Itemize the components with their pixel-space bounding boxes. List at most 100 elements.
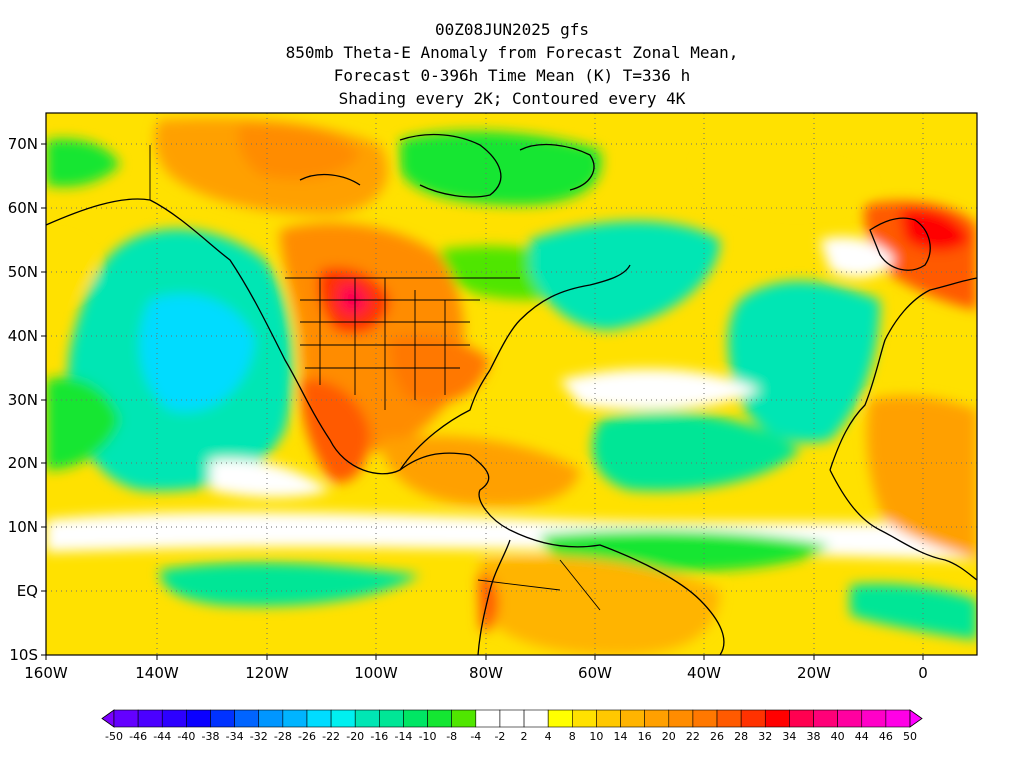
colorbar-label: -32 [250,730,268,743]
lon-tick-label: 0 [918,664,928,682]
colorbar-label: -20 [346,730,364,743]
colorbar-swatch [451,709,477,728]
colorbar-label: -28 [274,730,292,743]
colorbar-label: 46 [879,730,893,743]
colorbar-swatch [161,709,187,728]
colorbar-label: -46 [129,730,147,743]
colorbar-swatch [354,709,380,728]
lat-tick-label: 20N [8,454,38,472]
colorbar-label: 22 [686,730,700,743]
colorbar-label: 28 [734,730,748,743]
colorbar-swatch [692,709,718,728]
colorbar-swatch [789,709,814,728]
chart-title-block: 00Z08JUN2025 gfs 850mb Theta-E Anomaly f… [0,18,1024,110]
colorbar-label: -4 [470,730,481,743]
colorbar-swatch [403,709,428,728]
colorbar-label: 10 [589,730,603,743]
map-frame [45,112,978,656]
colorbar-swatch [258,709,284,728]
lon-axis-labels: 160W 140W 120W 100W 80W 60W 40W 20W 0 [24,664,928,682]
colorbar-label: 44 [855,730,869,743]
colorbar-label: -14 [394,730,412,743]
colorbar-label: 20 [662,730,676,743]
lat-tick-label: 40N [8,327,38,345]
colorbar-swatch [716,709,742,728]
colorbar-label: -26 [298,730,316,743]
colorbar-label: -44 [153,730,171,743]
lon-tick-label: 120W [245,664,289,682]
lat-tick-label: EQ [17,582,38,600]
lat-axis-labels: 70N 60N 50N 40N 30N 20N 10N EQ 10S [8,135,38,664]
colorbar-swatch [740,709,766,728]
lat-tick-label: 10N [8,518,38,536]
lon-tick-label: 100W [354,664,398,682]
colorbar-swatch [523,709,549,728]
colorbar-label: -10 [419,730,437,743]
colorbar-swatch [234,709,260,728]
colorbar-label: 16 [638,730,652,743]
colorbar-label: -34 [226,730,244,743]
colorbar-swatch [764,709,790,728]
coastlines [46,133,977,655]
colorbar-label: 34 [782,730,796,743]
colorbar-label: 2 [521,730,528,743]
colorbar-under-arrow [101,709,115,728]
colorbar-swatch [186,709,211,728]
colorbar-label: 14 [614,730,628,743]
colorbar-label: -40 [177,730,195,743]
colorbar-swatch [620,709,645,728]
colorbar-swatch [813,709,838,728]
colorbar-swatch [837,709,863,728]
colorbar-swatch [427,709,452,728]
lon-tick-label: 140W [135,664,179,682]
political-boundaries [149,145,601,611]
colorbar-swatch [330,709,356,728]
colorbar-swatch [210,709,235,728]
colorbar-swatch [379,709,404,728]
lon-tick-label: 40W [687,664,721,682]
colorbar-over-arrow [909,709,923,728]
title-line-2: 850mb Theta-E Anomaly from Forecast Zona… [285,43,739,62]
colorbar-label: 50 [903,730,917,743]
lat-tick-label: 50N [8,263,38,281]
lat-tick-label: 60N [8,199,38,217]
colorbar-label: -50 [105,730,123,743]
colorbar-swatch [644,709,670,728]
colorbar-swatch [572,709,597,728]
title-line-1: 00Z08JUN2025 gfs [434,20,590,39]
colorbar-label: 40 [831,730,845,743]
colorbar-swatch [137,709,163,728]
lon-tick-label: 60W [578,664,612,682]
colorbar-swatch [306,709,332,728]
colorbar: -50 -46 -44 -40 -38 -34 -32 -28 -26 -22 -20 -16 -14-… [101,709,923,743]
colorbar-label: -2 [494,730,505,743]
title-line-3: Forecast 0-396h Time Mean (K) T=336 h [333,66,691,85]
title-line-4: Shading every 2K; Contoured every 4K [338,89,686,108]
colorbar-swatch [113,709,139,728]
colorbar-swatch [499,709,525,728]
colorbar-swatch [861,709,887,728]
colorbar-swatch [596,709,621,728]
colorbar-swatch [475,709,501,728]
colorbar-label: 38 [807,730,821,743]
colorbar-label: 8 [569,730,576,743]
lon-tick-label: 80W [469,664,503,682]
anomaly-shading [46,113,977,655]
colorbar-label: -16 [370,730,388,743]
lon-tick-label: 160W [24,664,68,682]
colorbar-label: -38 [202,730,220,743]
lat-tick-label: 10S [9,646,38,664]
colorbar-swatch [282,709,308,728]
colorbar-label: 32 [758,730,772,743]
lat-tick-label: 30N [8,391,38,409]
lon-tick-label: 20W [797,664,831,682]
colorbar-label: 4 [545,730,552,743]
colorbar-label: -8 [446,730,457,743]
colorbar-swatch [668,709,694,728]
colorbar-swatch [547,709,573,728]
lat-tick-label: 70N [8,135,38,153]
colorbar-label: -22 [322,730,340,743]
colorbar-label: 26 [710,730,724,743]
colorbar-swatch [885,709,911,728]
